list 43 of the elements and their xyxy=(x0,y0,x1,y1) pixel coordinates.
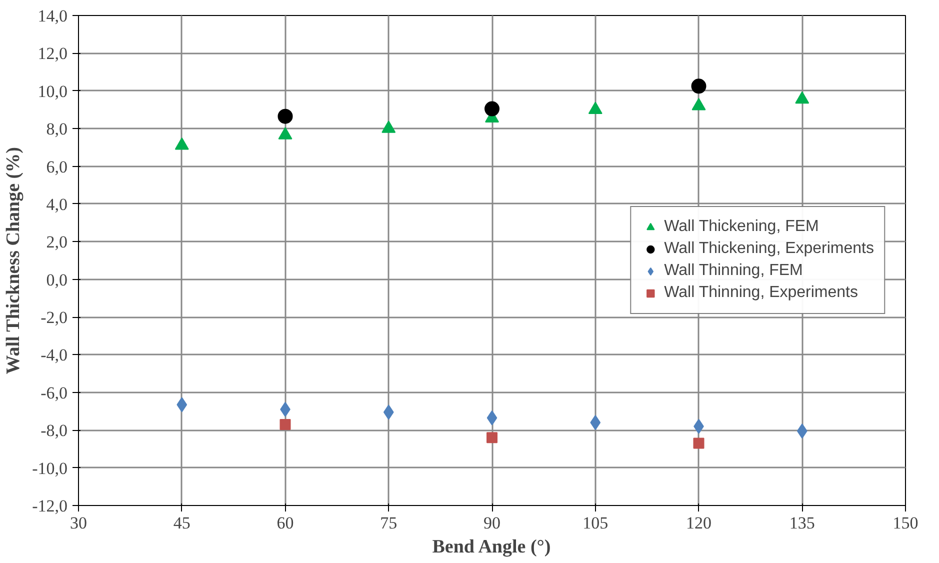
y-tick-label: -6,0 xyxy=(40,383,68,402)
legend-label: Wall Thinning, FEM xyxy=(664,262,803,280)
point xyxy=(382,120,396,133)
legend-label: Wall Thinning, Experiments xyxy=(664,284,858,302)
point xyxy=(486,410,498,426)
y-tick-label: -8,0 xyxy=(40,421,68,440)
y-tick-label: 0,0 xyxy=(46,270,68,290)
point xyxy=(278,127,292,140)
x-tick-label: 60 xyxy=(276,514,294,532)
point xyxy=(486,432,498,444)
point xyxy=(795,91,810,104)
y-tick-label: -10,0 xyxy=(32,458,68,478)
x-tick-label: 45 xyxy=(173,514,190,532)
x-tick-label: 120 xyxy=(686,514,712,532)
point xyxy=(174,138,189,150)
point xyxy=(176,397,188,412)
y-tick-label: 8,0 xyxy=(46,120,68,139)
legend-label: Wall Thickening, FEM xyxy=(664,218,819,236)
y-tick-label: 4,0 xyxy=(46,194,68,214)
point xyxy=(588,102,602,114)
x-axis-title: Bend Angle (°) xyxy=(432,536,551,558)
x-tick-label: 30 xyxy=(70,514,87,532)
point xyxy=(796,424,808,439)
x-tick-label: 150 xyxy=(892,514,918,532)
x-tick-label: 75 xyxy=(380,514,398,532)
point xyxy=(383,404,394,420)
legend-label: Wall Thickening, Experiments xyxy=(664,240,874,258)
point xyxy=(590,415,601,430)
y-tick-label: -2,0 xyxy=(40,308,68,328)
y-tick-label: 10,0 xyxy=(38,82,68,101)
y-tick-label: 14,0 xyxy=(38,6,68,26)
y-tick-label: -12,0 xyxy=(32,496,68,516)
y-axis-title: Wall Thickness Change (%) xyxy=(3,147,24,374)
y-tick-label: 2,0 xyxy=(46,232,68,252)
point xyxy=(280,418,291,430)
x-tick-label: 90 xyxy=(484,514,500,532)
y-tick-label: 6,0 xyxy=(46,157,68,176)
y-tick-label: 12,0 xyxy=(38,44,68,64)
point xyxy=(693,438,704,449)
y-tick-label: -4,0 xyxy=(40,346,68,365)
x-tick-label: 135 xyxy=(789,514,815,532)
point xyxy=(692,98,706,110)
x-tick-label: 105 xyxy=(582,514,608,532)
